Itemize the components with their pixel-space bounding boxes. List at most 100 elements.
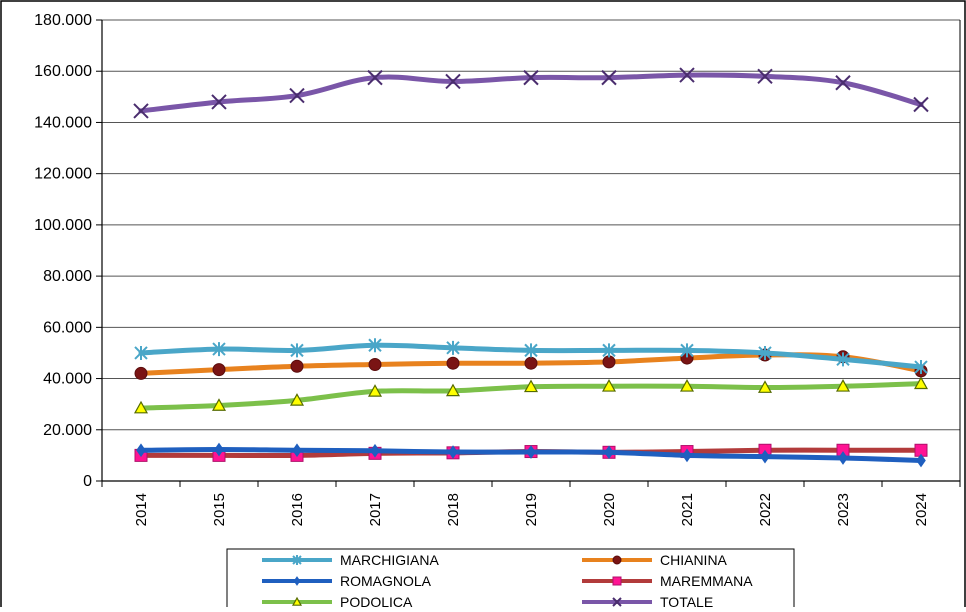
series-marchigiana bbox=[134, 338, 928, 375]
legend-label: CHIANINA bbox=[660, 552, 728, 568]
data-point bbox=[367, 384, 383, 397]
legend-item: ROMAGNOLA bbox=[262, 573, 432, 589]
data-point bbox=[838, 451, 848, 465]
data-point bbox=[293, 576, 301, 586]
data-point bbox=[524, 356, 538, 370]
legend-label: MARCHIGIANA bbox=[340, 552, 439, 568]
data-point bbox=[136, 443, 146, 458]
data-point bbox=[602, 343, 616, 358]
y-tick-label: 40.000 bbox=[43, 371, 92, 388]
y-tick-label: 180.000 bbox=[34, 12, 92, 29]
data-point bbox=[835, 75, 851, 91]
x-tick-label: 2014 bbox=[133, 493, 150, 526]
data-point bbox=[679, 379, 695, 392]
data-point bbox=[914, 360, 928, 375]
x-tick-label: 2020 bbox=[601, 493, 618, 526]
y-tick-label: 120.000 bbox=[34, 166, 92, 183]
legend-item: CHIANINA bbox=[582, 552, 728, 568]
data-point bbox=[368, 357, 382, 371]
data-point bbox=[446, 340, 460, 355]
data-point bbox=[523, 69, 539, 86]
data-point bbox=[601, 379, 617, 392]
data-point bbox=[134, 366, 148, 380]
legend-item: TOTALE bbox=[582, 594, 713, 610]
x-tick-label: 2023 bbox=[835, 493, 852, 526]
y-tick-label: 100.000 bbox=[34, 217, 92, 234]
data-point bbox=[445, 383, 461, 397]
data-point bbox=[212, 342, 226, 357]
data-point bbox=[133, 400, 149, 414]
data-point bbox=[211, 94, 227, 110]
y-tick-label: 60.000 bbox=[43, 319, 92, 336]
data-point bbox=[367, 69, 383, 86]
data-point bbox=[760, 449, 770, 464]
x-tick-label: 2021 bbox=[679, 493, 696, 526]
data-point bbox=[448, 445, 458, 459]
y-tick-label: 80.000 bbox=[43, 268, 92, 285]
legend-label: MAREMMANA bbox=[660, 573, 753, 589]
data-point bbox=[916, 453, 926, 468]
legend-item: PODOLICA bbox=[262, 594, 413, 610]
data-point bbox=[292, 555, 302, 565]
data-point bbox=[445, 73, 461, 90]
data-point bbox=[612, 576, 622, 586]
data-point bbox=[602, 355, 616, 369]
x-tick-label: 2018 bbox=[445, 493, 462, 526]
data-point bbox=[134, 345, 148, 360]
data-point bbox=[289, 393, 305, 406]
legend-item: MARCHIGIANA bbox=[262, 552, 439, 568]
y-axis: 0 20.000 40.000 60.000 80.000 100.000 120.000 1… bbox=[34, 12, 102, 490]
data-point bbox=[292, 443, 302, 458]
data-point bbox=[526, 445, 536, 459]
legend-item: MAREMMANA bbox=[582, 573, 753, 589]
data-point bbox=[523, 379, 539, 393]
data-point bbox=[601, 69, 617, 86]
data-point bbox=[835, 379, 851, 392]
y-tick-label: 160.000 bbox=[34, 63, 92, 80]
data-point bbox=[212, 363, 226, 377]
data-point bbox=[133, 103, 149, 119]
data-point bbox=[290, 343, 304, 358]
series-group bbox=[133, 67, 929, 468]
data-point bbox=[368, 338, 382, 353]
data-point bbox=[612, 555, 622, 565]
legend: MARCHIGIANA CHIANINA ROMAGNOLA MAREMMANA POD… bbox=[226, 548, 795, 612]
data-point bbox=[289, 87, 305, 104]
data-point bbox=[836, 352, 850, 367]
data-point bbox=[612, 597, 622, 607]
data-point bbox=[604, 445, 614, 460]
series-romagnola bbox=[136, 442, 926, 468]
data-point bbox=[446, 356, 460, 370]
data-point bbox=[913, 376, 929, 390]
data-point bbox=[370, 443, 380, 458]
legend-label: TOTALE bbox=[660, 594, 713, 607]
legend-label: PODOLICA bbox=[340, 594, 413, 607]
x-axis: 2014 2015 2016 2017 2018 2019 2020 2021 2022 2023… bbox=[101, 481, 961, 526]
data-point bbox=[757, 380, 773, 393]
x-tick-label: 2022 bbox=[757, 493, 774, 526]
series-podolica bbox=[133, 376, 929, 414]
data-point bbox=[913, 96, 929, 113]
legend-label: ROMAGNOLA bbox=[340, 573, 432, 589]
data-point bbox=[214, 442, 224, 457]
data-point bbox=[211, 398, 227, 411]
data-point bbox=[679, 67, 695, 83]
plot-frame bbox=[101, 20, 961, 482]
series-totale bbox=[133, 67, 929, 119]
data-point bbox=[291, 596, 303, 606]
x-tick-label: 2016 bbox=[289, 493, 306, 526]
x-tick-label: 2015 bbox=[211, 493, 228, 526]
y-tick-label: 20.000 bbox=[43, 422, 92, 439]
y-tick-label: 0 bbox=[83, 473, 92, 490]
x-tick-label: 2024 bbox=[913, 493, 930, 526]
x-tick-label: 2017 bbox=[367, 493, 384, 526]
data-point bbox=[290, 359, 304, 373]
x-tick-label: 2019 bbox=[523, 493, 540, 526]
data-point bbox=[682, 448, 692, 463]
data-point bbox=[524, 343, 538, 358]
data-point bbox=[757, 68, 773, 85]
data-point bbox=[758, 345, 772, 360]
